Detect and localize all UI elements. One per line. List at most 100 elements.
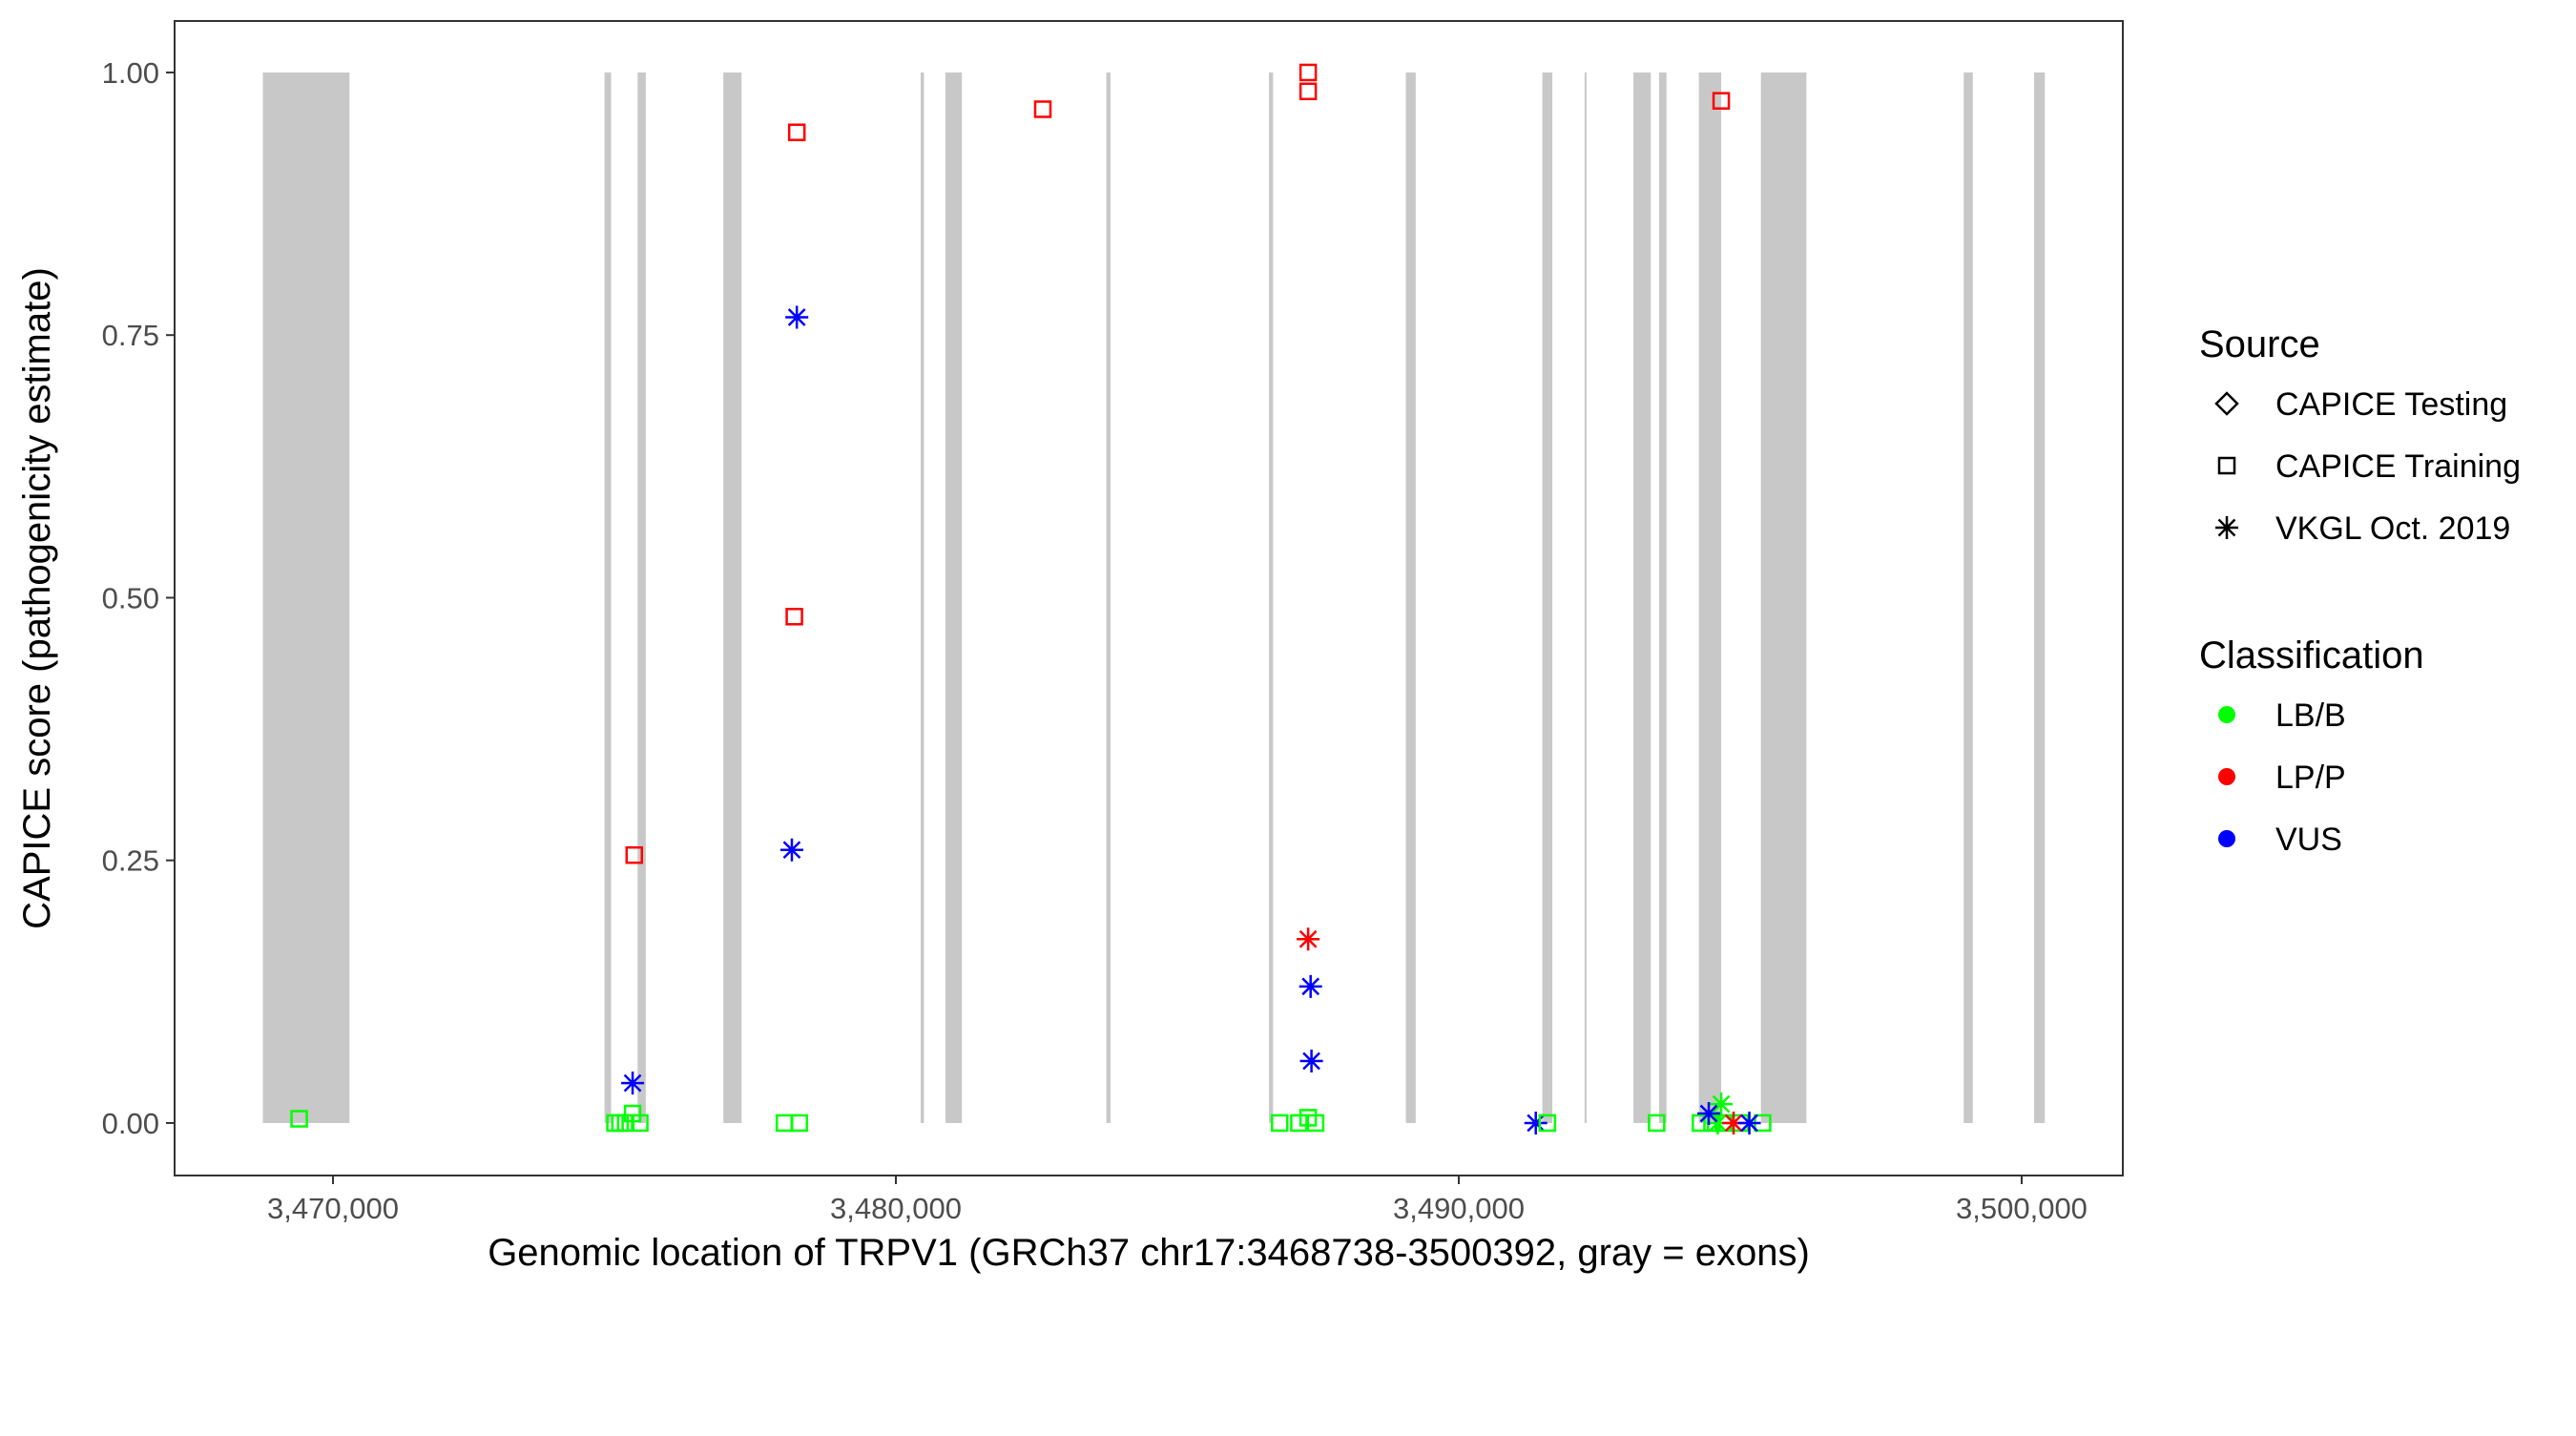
legend-classification-label: LB/B [2275,697,2346,734]
asterisk-marker [779,838,803,862]
data-point [1306,1113,1325,1133]
exon-band [2034,72,2046,1123]
legend-source-label: CAPICE Training [2275,448,2521,485]
legend-source-title: Source [2199,323,2320,365]
asterisk-marker [1710,1093,1734,1116]
asterisk-marker [1524,1111,1548,1134]
y-tick-label: 0.75 [102,319,159,352]
square-marker [1290,1113,1308,1133]
square-marker [1298,82,1318,101]
data-point [1297,927,1320,951]
y-tick-label: 0.00 [102,1107,159,1140]
y-tick-label: 1.00 [102,56,159,90]
dot-marker [2218,706,2235,723]
legend-source-key [2217,456,2236,475]
y-tick-label: 0.25 [102,844,159,878]
x-tick-label: 3,490,000 [1393,1192,1525,1225]
exon-band [1633,72,1652,1123]
square-marker [1538,1113,1557,1133]
x-axis-title: Genomic location of TRPV1 (GRCh37 chr17:… [488,1232,1810,1274]
legend-classification-label: VUS [2275,822,2342,858]
exon-band [604,72,612,1123]
legend: Source CAPICE Testing CAPICE Training VKGL… [2199,323,2521,858]
legend-classification-label: LP/P [2275,760,2346,796]
asterisk-marker [1722,1111,1746,1134]
square-marker [2217,456,2236,475]
legend-source-key [2215,516,2238,539]
asterisk-marker [785,305,809,329]
data-point [785,305,809,329]
exon-band [945,72,963,1123]
square-marker [1033,100,1052,118]
exon-bands [262,72,2046,1123]
y-tick-label: 0.50 [102,581,159,614]
legend-classification-title: Classification [2199,635,2424,676]
exon-band [1760,72,1807,1123]
legend-source-label: VKGL Oct. 2019 [2275,510,2510,547]
square-marker [631,1113,649,1133]
exon-band [637,72,646,1123]
data-point [1697,1102,1721,1126]
asterisk-marker [1737,1111,1761,1134]
data-point [785,608,803,626]
x-axis: 3,470,000 3,480,000 3,490,000 3,500,000 [267,1176,2088,1225]
exon-band [1584,72,1587,1123]
data-point [1737,1111,1761,1134]
legend-classification-key [2218,830,2235,847]
data-point [1706,1111,1730,1134]
dot-marker [2218,768,2235,785]
asterisk-marker [621,1072,645,1095]
asterisk-marker [1298,974,1322,998]
exon-band [1698,72,1722,1123]
exon-band [1542,72,1553,1123]
asterisk-marker [1299,1049,1323,1072]
data-point [1299,1049,1323,1072]
square-marker [1306,1113,1325,1133]
asterisk-marker [2215,516,2238,539]
x-tick-label: 3,470,000 [267,1192,399,1225]
exon-band [1963,72,1973,1123]
data-point [779,838,803,862]
square-marker [790,1113,809,1133]
data-point [621,1072,645,1095]
square-marker [1648,1113,1666,1133]
data-point [1648,1113,1666,1133]
data-point [1524,1111,1548,1134]
diamond-marker [2214,391,2239,416]
data-point [787,123,806,141]
data-point [1033,100,1052,118]
square-marker [1712,92,1731,110]
data-point [625,845,644,864]
square-marker [1271,1113,1289,1133]
data-point [1712,92,1731,110]
square-marker [787,123,806,141]
data-point [1290,1113,1308,1133]
data-point [1710,1093,1734,1116]
asterisk-marker [1297,927,1320,951]
data-point [631,1113,649,1133]
y-axis-title: CAPICE score (pathogenicity estimate) [16,267,58,929]
asterisk-marker [1697,1102,1721,1126]
exon-band [1405,72,1416,1123]
data-point [775,1113,794,1133]
exon-band [1658,72,1667,1123]
plot-panel-border [174,20,2124,1176]
square-marker [1298,63,1318,82]
data-point [790,1113,809,1133]
data-point [1722,1111,1746,1134]
square-marker [625,845,644,864]
asterisk-marker [1706,1111,1730,1134]
exon-band [262,72,350,1123]
data-point [1298,63,1318,82]
exon-band [1269,72,1274,1123]
exon-band [723,72,742,1123]
data-point [1271,1113,1289,1133]
y-axis: 0.00 0.25 0.50 0.75 1.00 [102,56,175,1140]
data-point [290,1110,308,1128]
dot-marker [2218,830,2235,847]
exon-band [920,72,924,1123]
legend-classification-key [2218,768,2235,785]
square-marker [775,1113,794,1133]
legend-source-label: CAPICE Testing [2275,386,2507,423]
data-point [1298,974,1322,998]
